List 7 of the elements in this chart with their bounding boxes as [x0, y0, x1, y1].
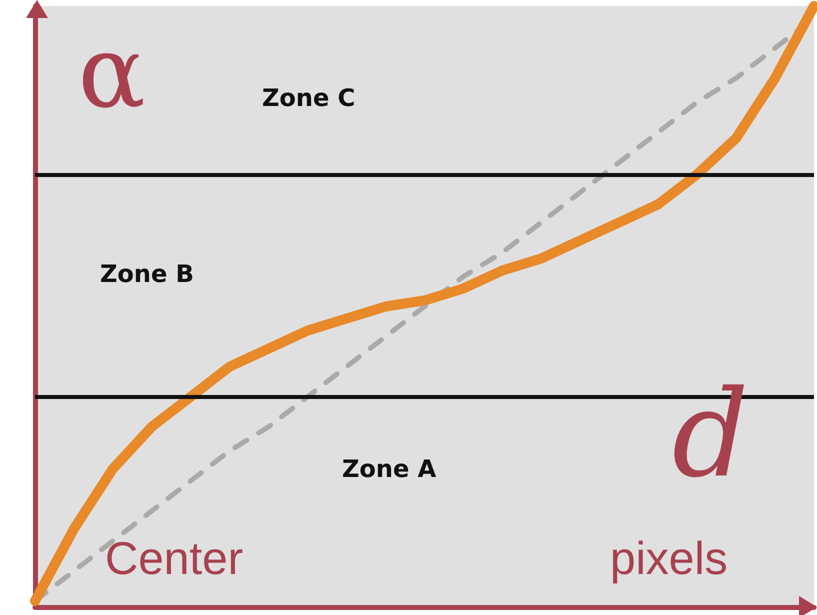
- annotation: Zone A: [342, 455, 437, 483]
- y-axis-title: α: [78, 14, 146, 130]
- annotation: pixels: [610, 532, 728, 584]
- annotation: Zone B: [100, 260, 194, 288]
- x-axis-title: d: [672, 366, 749, 504]
- annotation: Center: [105, 532, 244, 584]
- annotation: Zone C: [262, 84, 356, 112]
